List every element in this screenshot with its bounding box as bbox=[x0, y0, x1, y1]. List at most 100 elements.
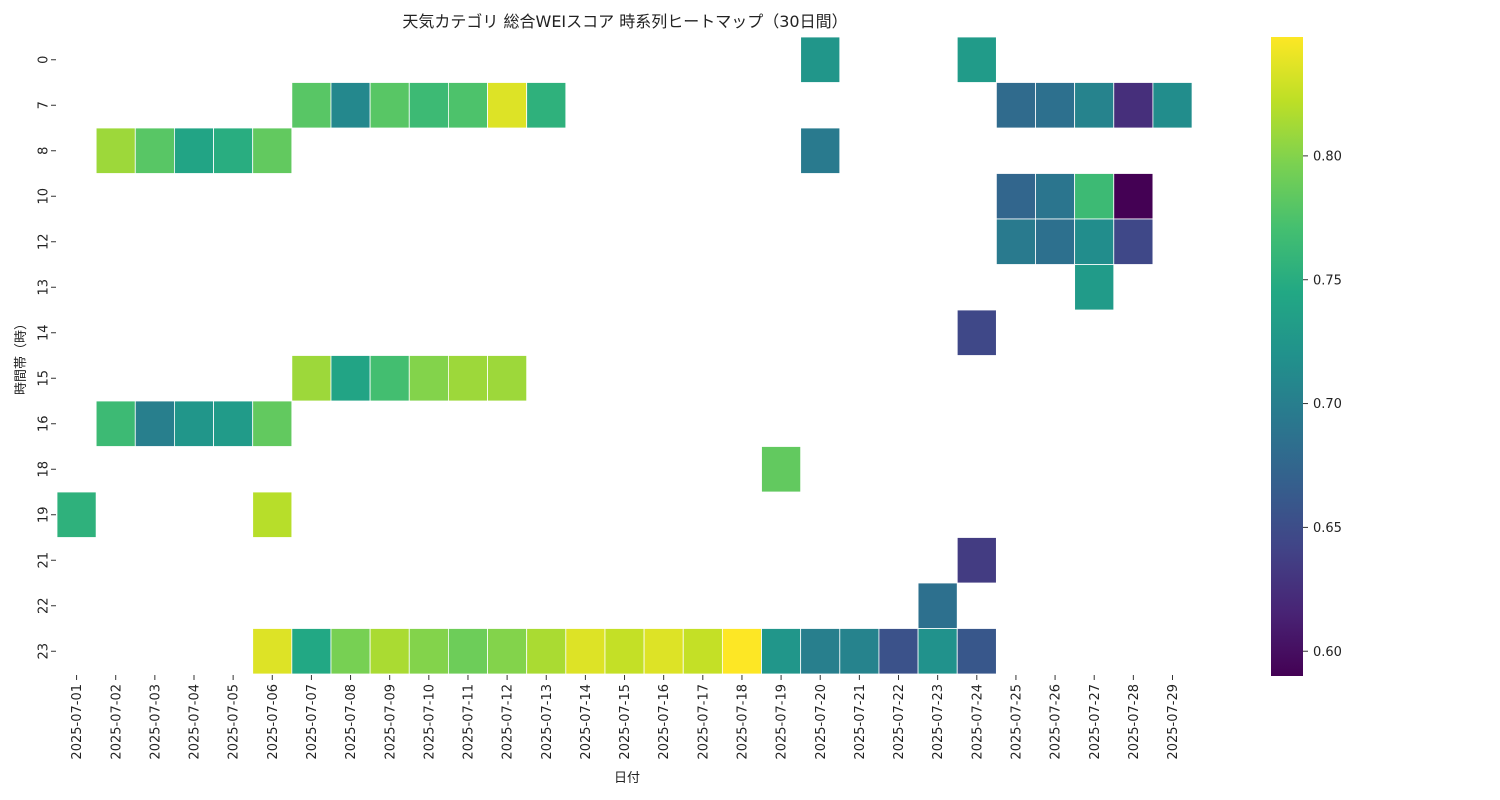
heatmap-cell bbox=[174, 127, 214, 174]
heatmap-cell bbox=[565, 628, 606, 675]
heatmap-cell bbox=[330, 355, 371, 402]
y-tick-label: 12 bbox=[37, 233, 52, 250]
colorbar bbox=[1271, 37, 1303, 676]
heatmap-cell bbox=[604, 628, 645, 675]
x-tick-label: 2025-07-22 bbox=[892, 684, 907, 760]
heatmap-cell bbox=[487, 82, 528, 129]
heatmap-cell bbox=[800, 628, 841, 675]
heatmap-cell bbox=[1074, 218, 1115, 265]
heatmap-cell bbox=[800, 127, 841, 174]
heatmap-cell bbox=[526, 82, 567, 129]
x-tick-label: 2025-07-14 bbox=[579, 684, 594, 760]
y-tick-label: 23 bbox=[37, 643, 52, 660]
x-tick-label: 2025-07-16 bbox=[657, 684, 672, 760]
heatmap-cell bbox=[408, 355, 449, 402]
heatmap-cell bbox=[291, 355, 332, 402]
heatmap-cell bbox=[839, 628, 880, 675]
x-tick-label: 2025-07-11 bbox=[462, 684, 477, 760]
x-tick-label: 2025-07-06 bbox=[266, 684, 281, 760]
y-tick-label: 16 bbox=[37, 415, 52, 432]
heatmap-cell bbox=[682, 628, 723, 675]
heatmap-cell bbox=[526, 628, 567, 675]
x-tick-label: 2025-07-26 bbox=[1049, 684, 1064, 760]
y-tick-label: 13 bbox=[37, 279, 52, 296]
heatmap-cell bbox=[330, 82, 371, 129]
heatmap-cell bbox=[95, 127, 136, 174]
chart-title: 天気カテゴリ 総合WEIスコア 時系列ヒートマップ（30日間） bbox=[402, 12, 847, 31]
heatmap-cell bbox=[134, 400, 175, 447]
y-tick-label: 0 bbox=[37, 56, 52, 64]
x-tick-label: 2025-07-21 bbox=[853, 684, 868, 760]
colorbar-tick-label: 0.75 bbox=[1313, 273, 1342, 288]
x-tick-label: 2025-07-15 bbox=[618, 684, 633, 760]
heatmap-cell bbox=[1113, 173, 1154, 220]
heatmap-cell bbox=[995, 82, 1036, 129]
y-tick-label: 21 bbox=[37, 552, 52, 569]
heatmap-cell bbox=[487, 355, 528, 402]
x-tick-label: 2025-07-18 bbox=[736, 684, 751, 760]
heatmap-cell bbox=[878, 628, 919, 675]
colorbar-tick-label: 0.80 bbox=[1313, 149, 1342, 164]
heatmap-cell bbox=[408, 628, 449, 675]
heatmap-cell bbox=[487, 628, 528, 675]
heatmap-cell bbox=[369, 82, 410, 129]
heatmap-cell bbox=[252, 491, 293, 538]
x-tick-label: 2025-07-13 bbox=[540, 684, 555, 760]
x-tick-label: 2025-07-24 bbox=[970, 684, 985, 760]
y-tick-label: 19 bbox=[37, 506, 52, 523]
x-tick-label: 2025-07-23 bbox=[931, 684, 946, 760]
y-tick-labels: 0 7 8 10 12 13 14 15 16 18 19 21 22 23 bbox=[37, 56, 56, 660]
colorbar-tick-label: 0.65 bbox=[1313, 521, 1342, 536]
x-tick-label: 2025-07-05 bbox=[227, 684, 242, 760]
heatmap-cell bbox=[956, 628, 997, 675]
heatmap-cell bbox=[408, 82, 449, 129]
heatmap-cell bbox=[761, 446, 802, 493]
heatmap-cell bbox=[1152, 82, 1193, 129]
x-tick-label: 2025-07-04 bbox=[188, 684, 203, 760]
x-tick-label: 2025-07-08 bbox=[344, 684, 359, 760]
heatmap-cell bbox=[447, 82, 488, 129]
colorbar-tick-label: 0.60 bbox=[1313, 645, 1342, 660]
y-tick-label: 22 bbox=[37, 597, 52, 614]
heatmap-cell bbox=[447, 355, 488, 402]
heatmap-cell bbox=[1035, 173, 1076, 220]
y-tick-label: 15 bbox=[37, 370, 52, 387]
heatmap-cell bbox=[1074, 82, 1115, 129]
x-tick-label: 2025-07-10 bbox=[422, 684, 437, 760]
y-tick-label: 8 bbox=[37, 147, 52, 155]
x-tick-label: 2025-07-28 bbox=[1127, 684, 1142, 760]
colorbar-ticks: 0.60 0.65 0.70 0.75 0.80 bbox=[1303, 149, 1342, 660]
heatmap-cells bbox=[56, 36, 1193, 675]
heatmap-cell bbox=[1035, 82, 1076, 129]
colorbar-tick-label: 0.70 bbox=[1313, 397, 1342, 412]
heatmap-cell bbox=[643, 628, 684, 675]
x-tick-label: 2025-07-19 bbox=[775, 684, 790, 760]
heatmap-cell bbox=[917, 628, 958, 675]
heatmap-cell bbox=[721, 628, 762, 675]
heatmap-cell bbox=[95, 400, 136, 447]
x-tick-label: 2025-07-09 bbox=[383, 684, 398, 760]
heatmap-cell bbox=[174, 400, 214, 447]
heatmap-cell bbox=[291, 628, 332, 675]
x-tick-label: 2025-07-20 bbox=[814, 684, 829, 760]
x-tick-label: 2025-07-27 bbox=[1088, 684, 1103, 760]
heatmap-cell bbox=[956, 36, 997, 83]
x-tick-label: 2025-07-01 bbox=[70, 684, 85, 760]
heatmap-cell bbox=[917, 582, 958, 629]
x-tick-label: 2025-07-17 bbox=[696, 684, 711, 760]
y-axis-title: 時間帯（時） bbox=[14, 317, 29, 395]
heatmap-cell bbox=[369, 628, 410, 675]
x-tick-label: 2025-07-03 bbox=[148, 684, 163, 760]
heatmap-cell bbox=[134, 127, 175, 174]
heatmap-cell bbox=[995, 218, 1036, 265]
heatmap-cell bbox=[252, 400, 293, 447]
heatmap-cell bbox=[956, 309, 997, 356]
heatmap-cell bbox=[213, 400, 254, 447]
heatmap-cell bbox=[330, 628, 371, 675]
y-tick-label: 14 bbox=[37, 324, 52, 341]
heatmap-cell bbox=[252, 628, 293, 675]
heatmap-cell bbox=[995, 173, 1036, 220]
heatmap-cell bbox=[1113, 82, 1154, 129]
heatmap-cell bbox=[1074, 173, 1115, 220]
heatmap-cell bbox=[1035, 218, 1076, 265]
